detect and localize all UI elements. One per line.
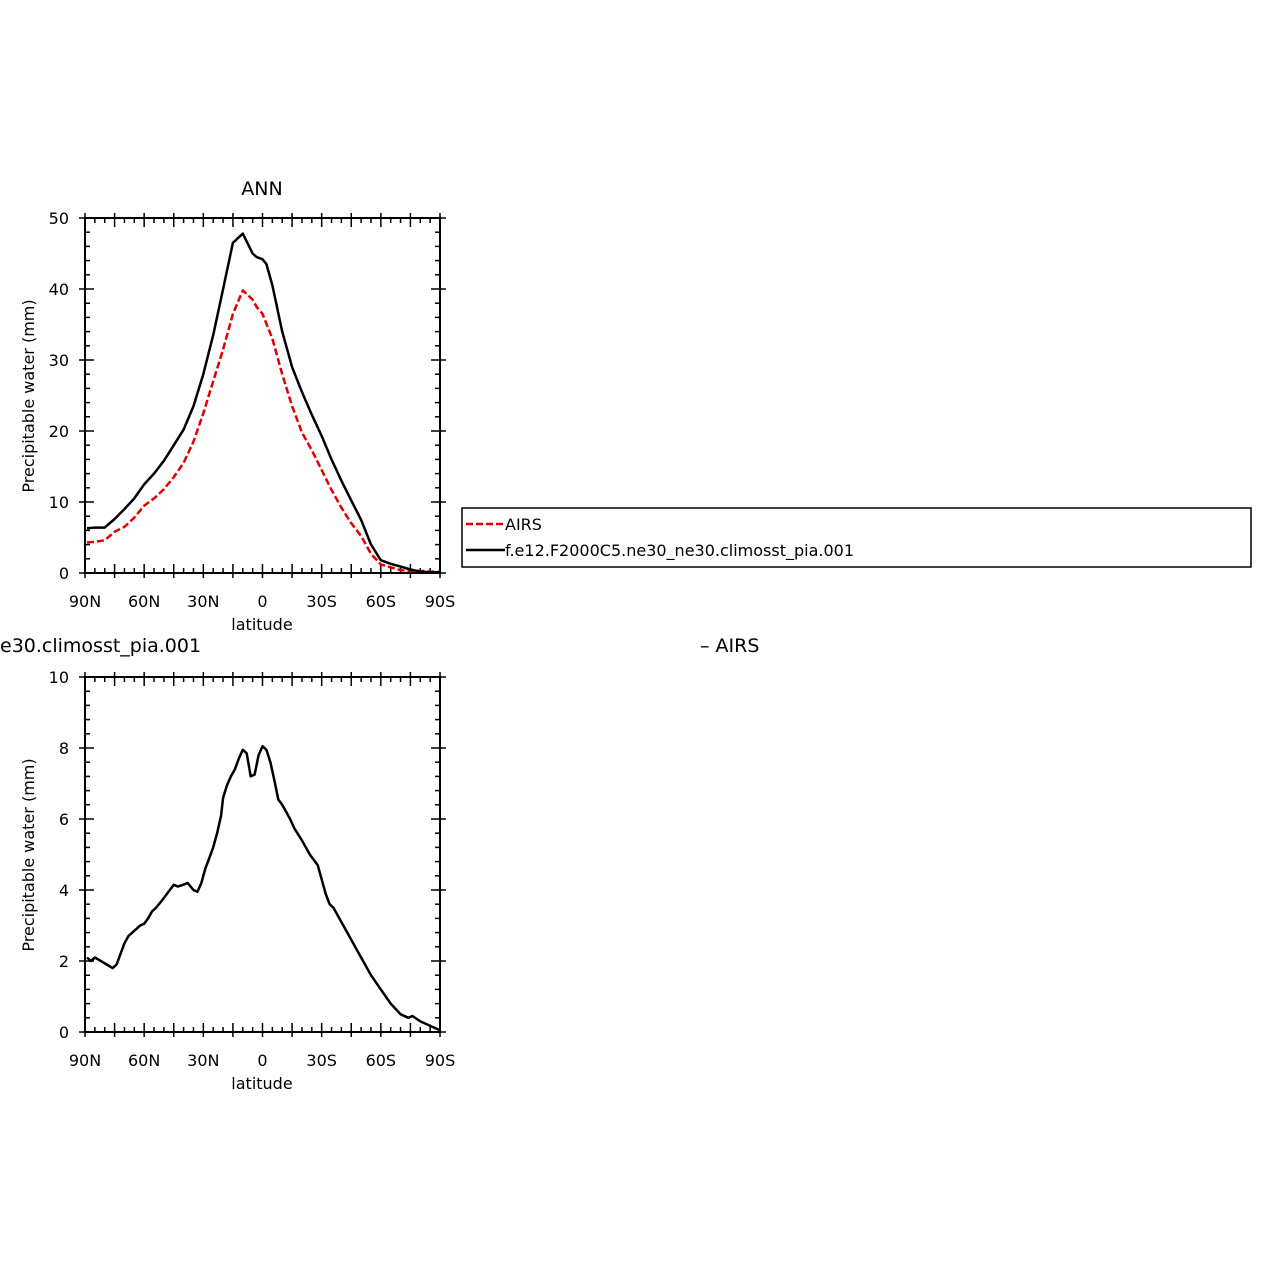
plot-frame (84, 676, 441, 1033)
series-line-model (86, 744, 441, 1032)
chart-title-left: e30.climosst_pia.001 (0, 635, 201, 657)
y-axis-label: Precipitable water (mm) (19, 299, 38, 492)
x-tick-label: 0 (257, 592, 267, 611)
x-axis-label: latitude (231, 615, 292, 634)
y-tick-label: 30 (49, 351, 69, 370)
x-tick-label: 60S (366, 1051, 397, 1070)
y-tick-label: 10 (49, 668, 69, 687)
x-tick-label: 90S (425, 592, 456, 611)
x-tick-labels: 90N 60N 30N 0 30S 60S 90S (69, 1051, 455, 1070)
chart-panel-annual: ANN 90N 60N 30N 0 30S 60S 90S 0 10 20 30 40 50 lati… (19, 178, 455, 634)
y-tick-label: 20 (49, 422, 69, 441)
legend: AIRS f.e12.F2000C5.ne30_ne30.climosst_pi… (461, 507, 1252, 568)
chart-title-right: – AIRS (700, 635, 759, 657)
y-tick-label: 0 (59, 1023, 69, 1042)
legend-label-airs: AIRS (505, 515, 542, 534)
y-tick-label: 40 (49, 280, 69, 299)
x-tick-label: 30N (187, 1051, 219, 1070)
series-line-airs (86, 289, 440, 573)
x-tick-label: 60S (366, 592, 397, 611)
legend-box (461, 507, 1252, 568)
chart-title: ANN (241, 178, 282, 200)
x-tick-label: 30S (306, 1051, 337, 1070)
x-tick-label: 0 (257, 1051, 267, 1070)
y-tick-label: 2 (59, 952, 69, 971)
axis-ticks (79, 213, 446, 578)
legend-label-model: f.e12.F2000C5.ne30_ne30.climosst_pia.001 (505, 541, 854, 561)
y-tick-labels: 0 10 20 30 40 50 (49, 209, 69, 583)
series-line-model (86, 232, 440, 574)
x-tick-label: 90S (425, 1051, 456, 1070)
y-tick-label: 0 (59, 564, 69, 583)
y-tick-label: 50 (49, 209, 69, 228)
x-tick-label: 90N (69, 592, 101, 611)
y-tick-label: 8 (59, 739, 69, 758)
x-axis-label: latitude (231, 1074, 292, 1093)
x-tick-labels: 90N 60N 30N 0 30S 60S 90S (69, 592, 455, 611)
y-tick-label: 10 (49, 493, 69, 512)
x-tick-label: 60N (128, 1051, 160, 1070)
y-axis-label: Precipitable water (mm) (19, 758, 38, 951)
y-tick-labels: 0 2 4 6 8 10 (49, 668, 69, 1042)
plot-frame (84, 217, 441, 574)
x-tick-label: 60N (128, 592, 160, 611)
axis-ticks (79, 672, 446, 1037)
series-group (86, 232, 440, 574)
y-tick-label: 4 (59, 881, 69, 900)
y-tick-label: 6 (59, 810, 69, 829)
x-tick-label: 90N (69, 1051, 101, 1070)
chart-panel-difference: e30.climosst_pia.001 – AIRS 90N 60N 30N 0 30… (0, 635, 759, 1093)
x-tick-label: 30N (187, 592, 219, 611)
series-group (86, 744, 441, 1032)
x-tick-label: 30S (306, 592, 337, 611)
